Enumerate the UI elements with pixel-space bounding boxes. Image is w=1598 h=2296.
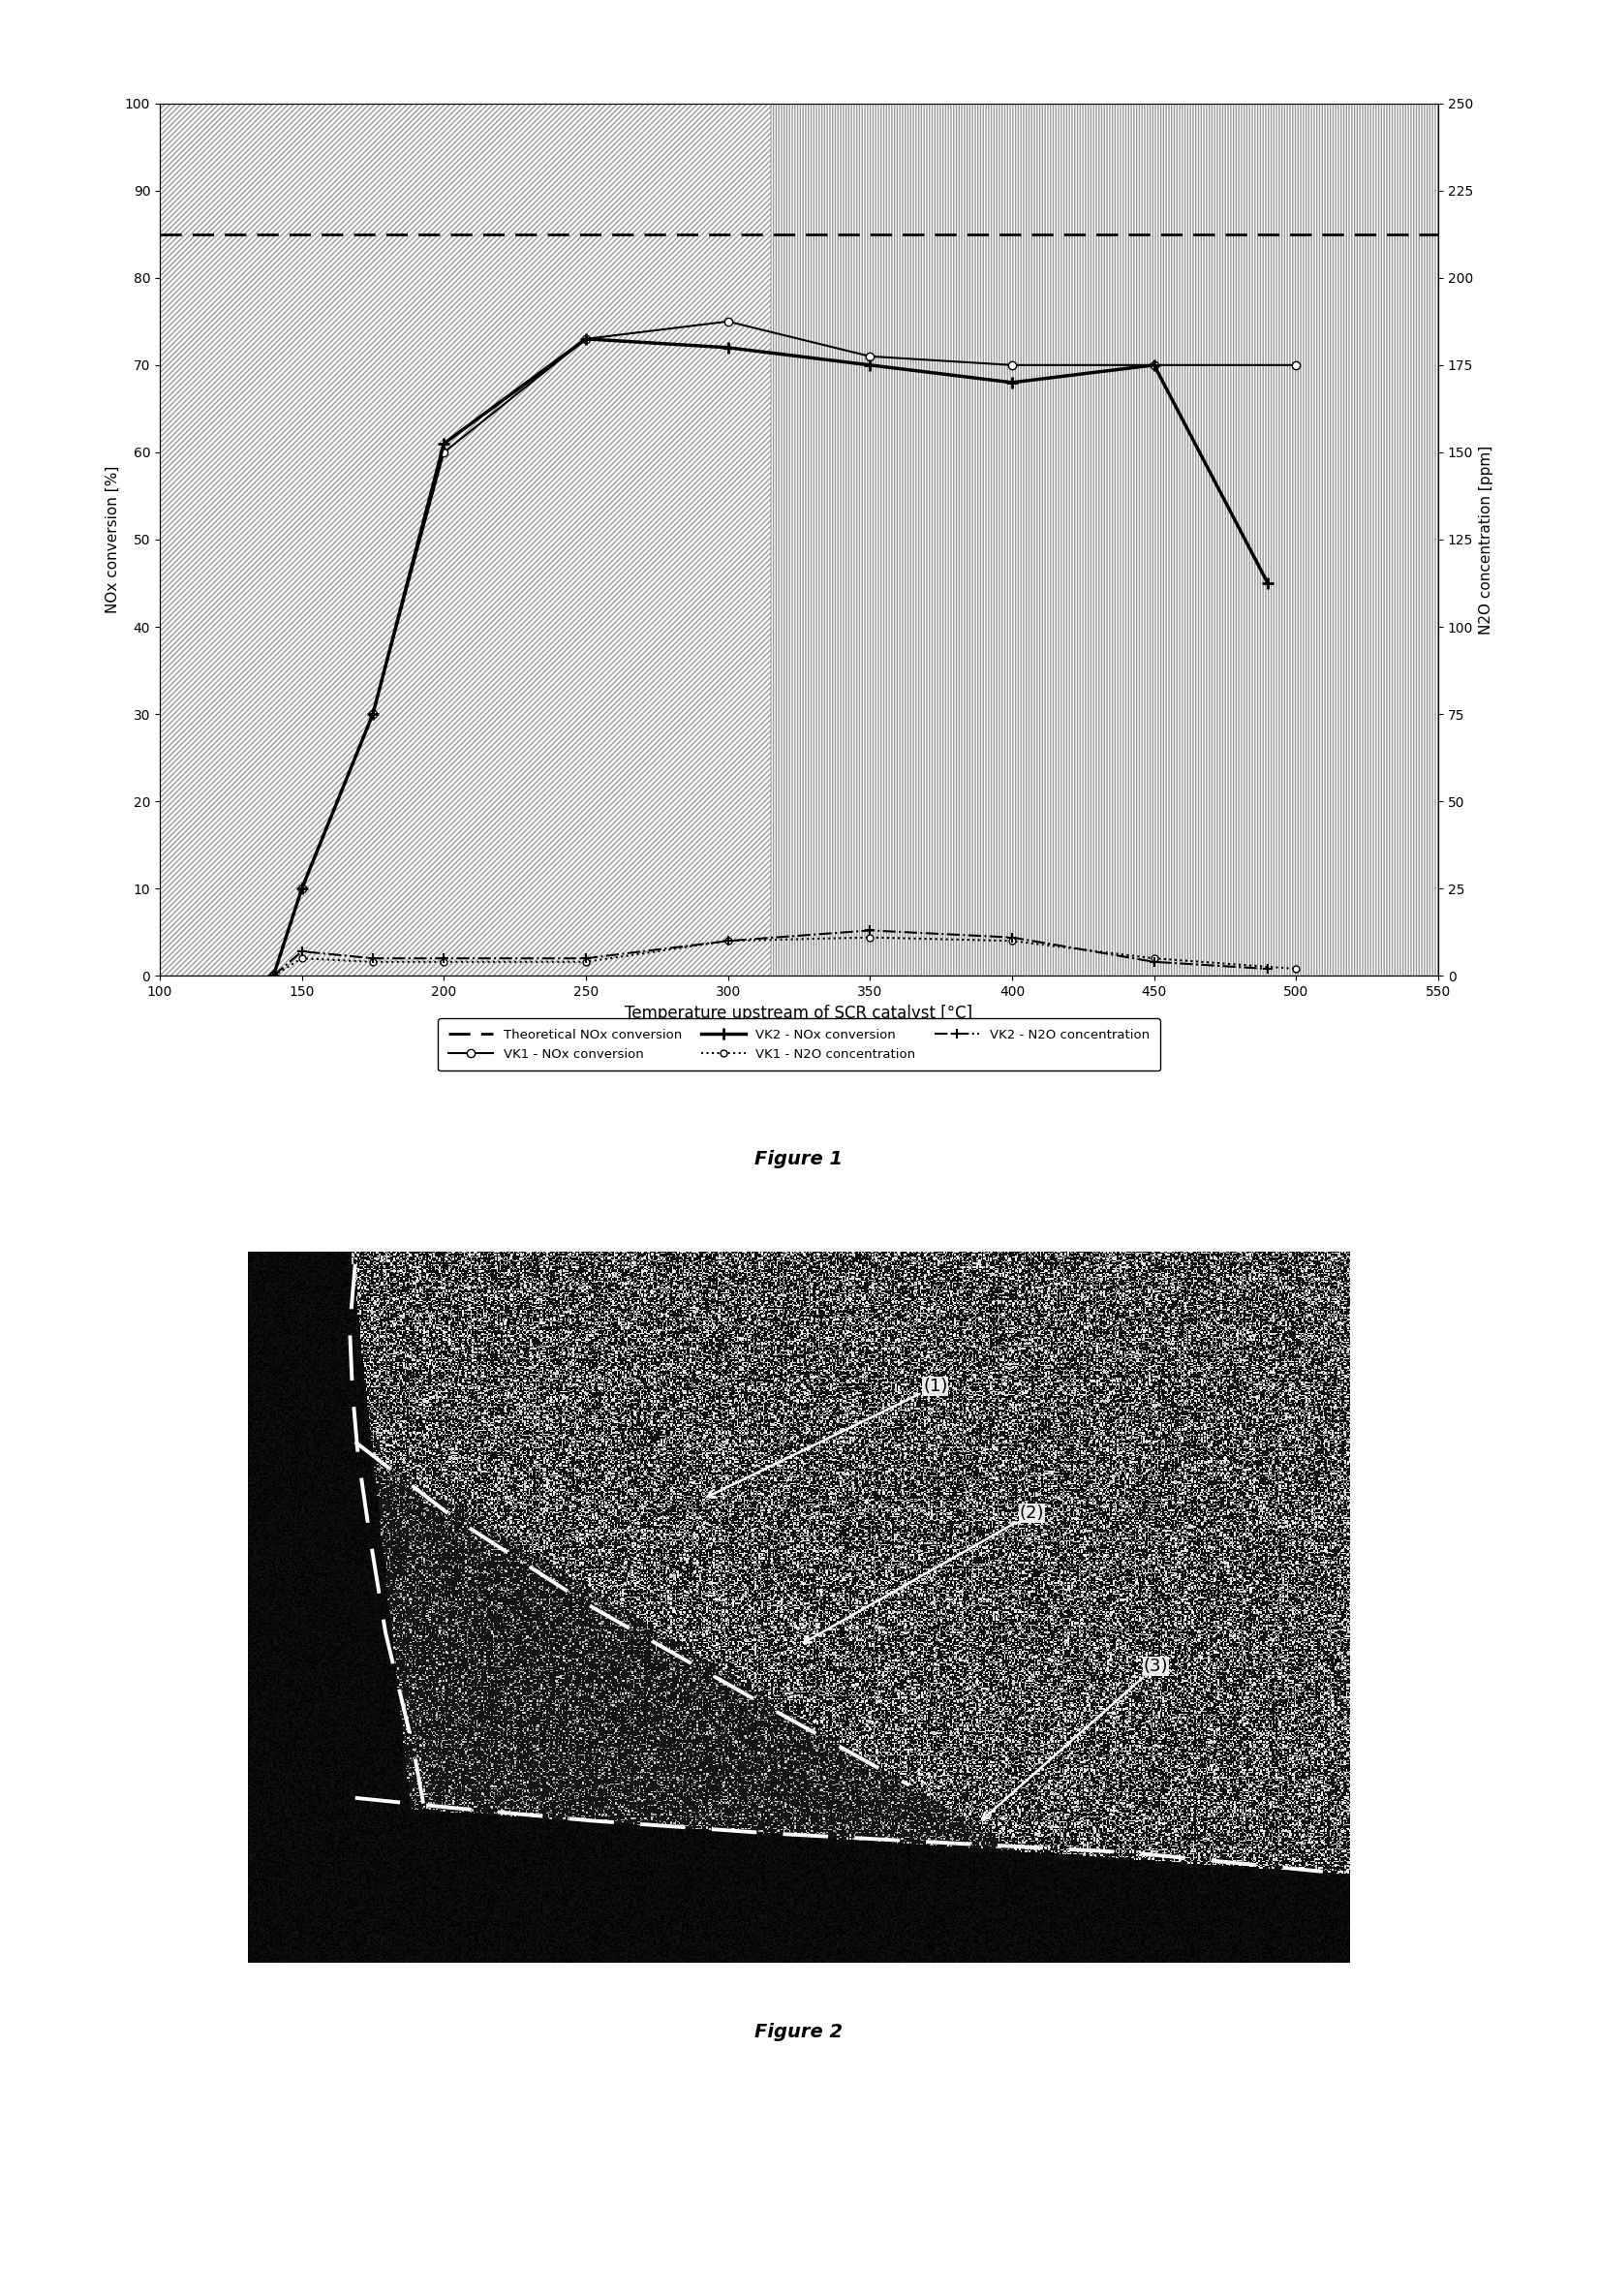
- Text: Figure 1: Figure 1: [754, 1150, 844, 1169]
- Bar: [160, 103, 770, 976]
- Y-axis label: N2O concentration [ppm]: N2O concentration [ppm]: [1478, 445, 1493, 634]
- Legend: Theoretical NOx conversion, VK1 - NOx conversion, VK2 - NOx conversion, VK1 - N2: Theoretical NOx conversion, VK1 - NOx co…: [438, 1019, 1160, 1070]
- X-axis label: Temperature upstream of SCR catalyst [°C]: Temperature upstream of SCR catalyst [°C…: [625, 1003, 973, 1022]
- Text: Figure 2: Figure 2: [754, 2023, 844, 2041]
- Bar: [770, 103, 1438, 976]
- Text: (3): (3): [983, 1658, 1168, 1821]
- Y-axis label: NOx conversion [%]: NOx conversion [%]: [105, 466, 120, 613]
- Text: (2): (2): [804, 1504, 1043, 1642]
- Text: (1): (1): [708, 1378, 948, 1497]
